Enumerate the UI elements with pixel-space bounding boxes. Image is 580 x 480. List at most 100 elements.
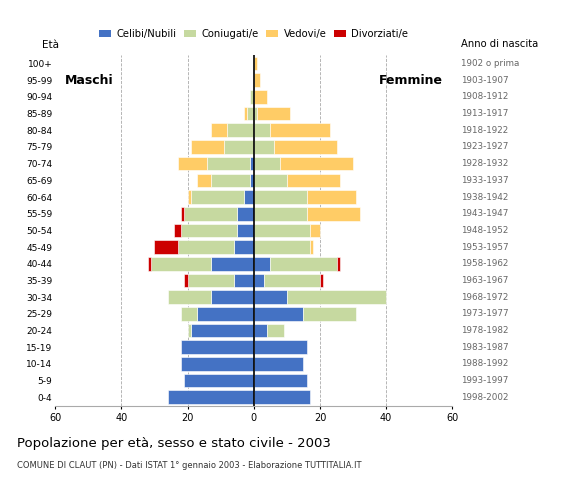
Bar [251,157,254,170]
Text: 1943-1947: 1943-1947 [462,209,509,218]
Bar [303,307,356,321]
Bar [336,257,340,271]
Bar [320,274,323,288]
Bar [254,57,257,71]
Text: 1978-1982: 1978-1982 [462,326,509,335]
Bar [307,207,360,220]
Bar [254,374,307,387]
Bar [168,290,211,304]
Bar [237,207,254,220]
Bar [310,240,313,254]
Text: 1953-1957: 1953-1957 [462,242,509,252]
Bar [227,123,254,137]
Text: 1998-2002: 1998-2002 [462,393,509,402]
Bar [237,224,254,237]
Bar [181,307,197,321]
Bar [274,140,336,154]
Bar [254,240,310,254]
Text: 1973-1977: 1973-1977 [462,309,509,318]
Bar [234,240,254,254]
Bar [247,107,254,120]
Text: 1923-1927: 1923-1927 [462,143,509,152]
Text: 1938-1942: 1938-1942 [462,192,509,202]
Bar [197,307,254,321]
Bar [211,173,251,187]
Bar [254,157,280,170]
Bar [307,190,356,204]
Bar [151,257,211,271]
Bar [254,390,310,404]
Bar [254,207,307,220]
Bar [191,190,244,204]
Bar [254,357,303,371]
Bar [287,173,340,187]
Bar [251,90,254,104]
Bar [181,224,237,237]
Bar [187,324,191,337]
Text: Maschi: Maschi [65,74,114,87]
Bar [254,324,267,337]
Text: 1988-1992: 1988-1992 [462,360,509,368]
Text: 1908-1912: 1908-1912 [462,93,509,101]
Text: Popolazione per età, sesso e stato civile - 2003: Popolazione per età, sesso e stato civil… [17,437,331,450]
Bar [184,374,254,387]
Bar [181,340,254,354]
Bar [254,107,257,120]
Bar [184,207,237,220]
Bar [257,107,290,120]
Bar [264,274,320,288]
Text: 1968-1972: 1968-1972 [462,293,509,301]
Bar [254,73,260,87]
Text: 1948-1952: 1948-1952 [462,226,509,235]
Text: 1933-1937: 1933-1937 [462,176,509,185]
Bar [224,140,254,154]
Text: 1902 o prima: 1902 o prima [462,59,520,68]
Text: Femmine: Femmine [379,74,443,87]
Text: 1918-1922: 1918-1922 [462,126,509,135]
Bar [177,157,208,170]
Bar [254,90,267,104]
Bar [254,307,303,321]
Bar [287,290,386,304]
Bar [270,257,336,271]
Bar [211,123,227,137]
Bar [254,123,270,137]
Bar [211,257,254,271]
Bar [197,173,211,187]
Bar [187,274,234,288]
Bar [187,190,191,204]
Bar [244,107,247,120]
Bar [254,257,270,271]
Bar [191,324,254,337]
Bar [254,290,287,304]
Bar [267,324,284,337]
Text: 1928-1932: 1928-1932 [462,159,509,168]
Text: 1913-1917: 1913-1917 [462,109,509,118]
Text: 1993-1997: 1993-1997 [462,376,509,385]
Bar [177,240,234,254]
Bar [310,224,320,237]
Bar [154,240,177,254]
Bar [254,340,307,354]
Text: 1903-1907: 1903-1907 [462,76,509,85]
Bar [254,274,264,288]
Bar [254,173,287,187]
Bar [181,207,184,220]
Bar [208,157,251,170]
Text: 1958-1962: 1958-1962 [462,259,509,268]
Bar [181,357,254,371]
Bar [251,173,254,187]
Bar [184,274,187,288]
Text: COMUNE DI CLAUT (PN) - Dati ISTAT 1° gennaio 2003 - Elaborazione TUTTITALIA.IT: COMUNE DI CLAUT (PN) - Dati ISTAT 1° gen… [17,461,362,470]
Bar [254,224,310,237]
Bar [211,290,254,304]
Bar [191,140,224,154]
Bar [174,224,181,237]
Bar [270,123,330,137]
Bar [254,190,307,204]
Legend: Celibi/Nubili, Coniugati/e, Vedovi/e, Divorziati/e: Celibi/Nubili, Coniugati/e, Vedovi/e, Di… [95,25,412,43]
Bar [148,257,151,271]
Bar [244,190,254,204]
Bar [168,390,254,404]
Text: 1983-1987: 1983-1987 [462,343,509,352]
